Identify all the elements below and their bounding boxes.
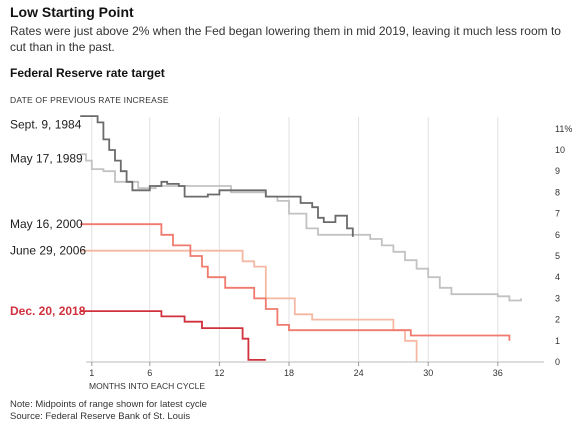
series-line-3: [80, 249, 418, 362]
series-label-2: May 16, 2000: [10, 217, 83, 231]
x-axis: 1 6 12 18 24 30 36: [86, 361, 544, 378]
x-tick-label-24: 24: [354, 368, 364, 378]
series-line-4: [80, 310, 266, 361]
series-label-header: DATE OF PREVIOUS RATE INCREASE: [10, 95, 169, 105]
chart-title: Federal Reserve rate target: [10, 66, 165, 80]
series-labels: Sept. 9, 1984 May 17, 1989 May 16, 2000 Jun…: [10, 118, 86, 319]
y-tick-label-5: 5: [555, 251, 560, 261]
note-text: Note: Midpoints of range shown for lates…: [10, 399, 207, 410]
y-tick-label-10: 10: [555, 145, 565, 155]
series-lines: [80, 115, 522, 362]
series-label-3: June 29, 2006: [10, 244, 86, 258]
series-line-0: [80, 115, 354, 237]
x-tick-label-6: 6: [147, 368, 152, 378]
y-tick-label-0: 0: [555, 357, 560, 367]
x-tick-label-36: 36: [493, 368, 503, 378]
y-tick-label-8: 8: [555, 187, 560, 197]
y-axis: 0 1 2 3 4 5 6 7 8 9 10 11%: [555, 124, 572, 367]
y-tick-label-1: 1: [555, 336, 560, 346]
y-tick-label-9: 9: [555, 166, 560, 176]
gridlines: [91, 117, 499, 362]
source-text: Source: Federal Reserve Bank of St. Loui…: [10, 411, 191, 422]
headline: Low Starting Point: [10, 4, 134, 20]
x-tick-label-1: 1: [89, 368, 94, 378]
x-axis-title: MONTHS INTO EACH CYCLE: [89, 381, 205, 391]
x-tick-label-12: 12: [214, 368, 224, 378]
y-tick-label-4: 4: [555, 272, 560, 282]
subtitle: Rates were just above 2% when the Fed be…: [10, 24, 561, 54]
y-tick-label-7: 7: [555, 209, 560, 219]
series-label-1: May 17, 1989: [10, 151, 83, 165]
series-label-4: Dec. 20, 2018: [10, 304, 86, 318]
y-tick-label-11: 11%: [555, 124, 572, 134]
y-tick-label-2: 2: [555, 315, 560, 325]
y-tick-label-6: 6: [555, 230, 560, 240]
x-tick-label-18: 18: [284, 368, 294, 378]
series-line-1: [80, 153, 522, 302]
x-tick-label-30: 30: [423, 368, 433, 378]
footnote: Note: Midpoints of range shown for lates…: [10, 399, 207, 423]
series-label-0: Sept. 9, 1984: [10, 118, 82, 132]
series-line-2: [80, 223, 511, 341]
y-tick-label-3: 3: [555, 293, 560, 303]
